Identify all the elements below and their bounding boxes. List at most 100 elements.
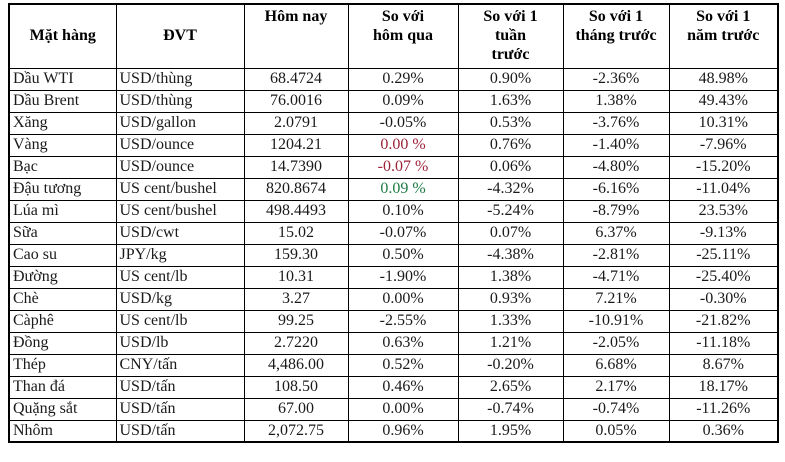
header-vs-week: So với 1 tuần trước (457, 3, 564, 69)
header-row: Mặt hàng ĐVT Hôm nay So với hôm qua So v… (8, 3, 779, 69)
vs-yesterday-cell: -2.55% (347, 309, 459, 333)
vs-week-cell: 0.07% (457, 221, 564, 245)
unit-cell: USD/ounce (115, 133, 245, 157)
vs-yesterday-cell: 0.96% (347, 419, 459, 443)
table-row: Đường US cent/lb 10.31 -1.90% 1.38% -4.7… (8, 265, 779, 289)
commodity-cell: Quặng sắt (8, 397, 117, 421)
vs-week-cell: 1.95% (457, 419, 564, 443)
today-cell: 159.30 (243, 243, 349, 267)
commodity-cell: Nhôm (8, 419, 117, 443)
unit-cell: USD/gallon (115, 111, 245, 135)
vs-year-cell: -11.18% (668, 331, 779, 355)
unit-cell: US cent/bushel (115, 199, 245, 223)
commodity-cell: Đường (8, 265, 117, 289)
today-cell: 67.00 (243, 397, 349, 421)
vs-year-cell: -0.30% (668, 287, 779, 311)
commodity-cell: Than đá (8, 375, 117, 399)
today-cell: 108.50 (243, 375, 349, 399)
vs-month-cell: -10.91% (562, 309, 670, 333)
vs-yesterday-cell: 0.00 % (347, 133, 459, 157)
header-vs-year: So với 1 năm trước (668, 3, 779, 69)
vs-year-cell: 10.31% (668, 111, 779, 135)
vs-month-cell: 1.38% (562, 89, 670, 113)
commodity-cell: Cao su (8, 243, 117, 267)
table-row: Thép CNY/tấn 4,486.00 0.52% -0.20% 6.68%… (8, 353, 779, 377)
commodity-cell: Bạc (8, 155, 117, 179)
table-row: Lúa mì US cent/bushel 498.4493 0.10% -5.… (8, 199, 779, 223)
vs-month-cell: -0.74% (562, 397, 670, 421)
table-row: Càphê US cent/lb 99.25 -2.55% 1.33% -10.… (8, 309, 779, 333)
vs-yesterday-cell: 0.52% (347, 353, 459, 377)
today-cell: 76.0016 (243, 89, 349, 113)
vs-yesterday-cell: -0.05% (347, 111, 459, 135)
table-row: Sữa USD/cwt 15.02 -0.07% 0.07% 6.37% -9.… (8, 221, 779, 245)
vs-month-cell: 6.37% (562, 221, 670, 245)
vs-month-cell: 7.21% (562, 287, 670, 311)
vs-week-cell: 0.76% (457, 133, 564, 157)
vs-week-cell: -5.24% (457, 199, 564, 223)
commodity-price-table: Mặt hàng ĐVT Hôm nay So với hôm qua So v… (8, 3, 779, 444)
vs-month-cell: -4.80% (562, 155, 670, 179)
today-cell: 498.4493 (243, 199, 349, 223)
unit-cell: USD/tấn (115, 419, 245, 443)
vs-yesterday-cell: 0.29% (347, 67, 459, 91)
table-row: Đậu tương US cent/bushel 820.8674 0.09 %… (8, 177, 779, 201)
vs-month-cell: -2.36% (562, 67, 670, 91)
vs-month-cell: 2.17% (562, 375, 670, 399)
today-cell: 68.4724 (243, 67, 349, 91)
unit-cell: USD/thùng (115, 67, 245, 91)
vs-yesterday-cell: 0.09% (347, 89, 459, 113)
vs-month-cell: -8.79% (562, 199, 670, 223)
table-row: Than đá USD/tấn 108.50 0.46% 2.65% 2.17%… (8, 375, 779, 399)
table-row: Bạc USD/ounce 14.7390 -0.07 % 0.06% -4.8… (8, 155, 779, 179)
vs-year-cell: 8.67% (668, 353, 779, 377)
unit-cell: USD/tấn (115, 375, 245, 399)
unit-cell: US cent/bushel (115, 177, 245, 201)
vs-month-cell: -6.16% (562, 177, 670, 201)
table-body: Dầu WTI USD/thùng 68.4724 0.29% 0.90% -2… (8, 67, 779, 443)
today-cell: 10.31 (243, 265, 349, 289)
vs-year-cell: -11.26% (668, 397, 779, 421)
vs-year-cell: 23.53% (668, 199, 779, 223)
today-cell: 99.25 (243, 309, 349, 333)
vs-yesterday-cell: 0.09 % (347, 177, 459, 201)
header-vs-yesterday: So với hôm qua (347, 3, 459, 69)
table-row: Nhôm USD/tấn 2,072.75 0.96% 1.95% 0.05% … (8, 419, 779, 443)
unit-cell: CNY/tấn (115, 353, 245, 377)
vs-week-cell: 2.65% (457, 375, 564, 399)
vs-yesterday-cell: 0.50% (347, 243, 459, 267)
unit-cell: US cent/lb (115, 265, 245, 289)
table-row: Vàng USD/ounce 1204.21 0.00 % 0.76% -1.4… (8, 133, 779, 157)
vs-year-cell: -15.20% (668, 155, 779, 179)
vs-week-cell: 1.21% (457, 331, 564, 355)
vs-year-cell: -11.04% (668, 177, 779, 201)
unit-cell: US cent/lb (115, 309, 245, 333)
vs-yesterday-cell: 0.00% (347, 397, 459, 421)
today-cell: 3.27 (243, 287, 349, 311)
today-cell: 1204.21 (243, 133, 349, 157)
today-cell: 14.7390 (243, 155, 349, 179)
vs-yesterday-cell: -0.07% (347, 221, 459, 245)
commodity-cell: Càphê (8, 309, 117, 333)
commodity-cell: Chè (8, 287, 117, 311)
vs-week-cell: 1.63% (457, 89, 564, 113)
vs-week-cell: 0.90% (457, 67, 564, 91)
unit-cell: USD/lb (115, 331, 245, 355)
vs-week-cell: -0.20% (457, 353, 564, 377)
today-cell: 4,486.00 (243, 353, 349, 377)
vs-month-cell: 0.05% (562, 419, 670, 443)
vs-year-cell: -7.96% (668, 133, 779, 157)
vs-week-cell: 1.33% (457, 309, 564, 333)
table-row: Dầu Brent USD/thùng 76.0016 0.09% 1.63% … (8, 89, 779, 113)
today-cell: 15.02 (243, 221, 349, 245)
vs-week-cell: 0.06% (457, 155, 564, 179)
vs-month-cell: -1.40% (562, 133, 670, 157)
table-row: Quặng sắt USD/tấn 67.00 0.00% -0.74% -0.… (8, 397, 779, 421)
vs-year-cell: 18.17% (668, 375, 779, 399)
table-row: Chè USD/kg 3.27 0.00% 0.93% 7.21% -0.30% (8, 287, 779, 311)
vs-year-cell: -21.82% (668, 309, 779, 333)
vs-week-cell: 0.53% (457, 111, 564, 135)
vs-year-cell: -25.40% (668, 265, 779, 289)
today-cell: 2,072.75 (243, 419, 349, 443)
commodity-cell: Lúa mì (8, 199, 117, 223)
